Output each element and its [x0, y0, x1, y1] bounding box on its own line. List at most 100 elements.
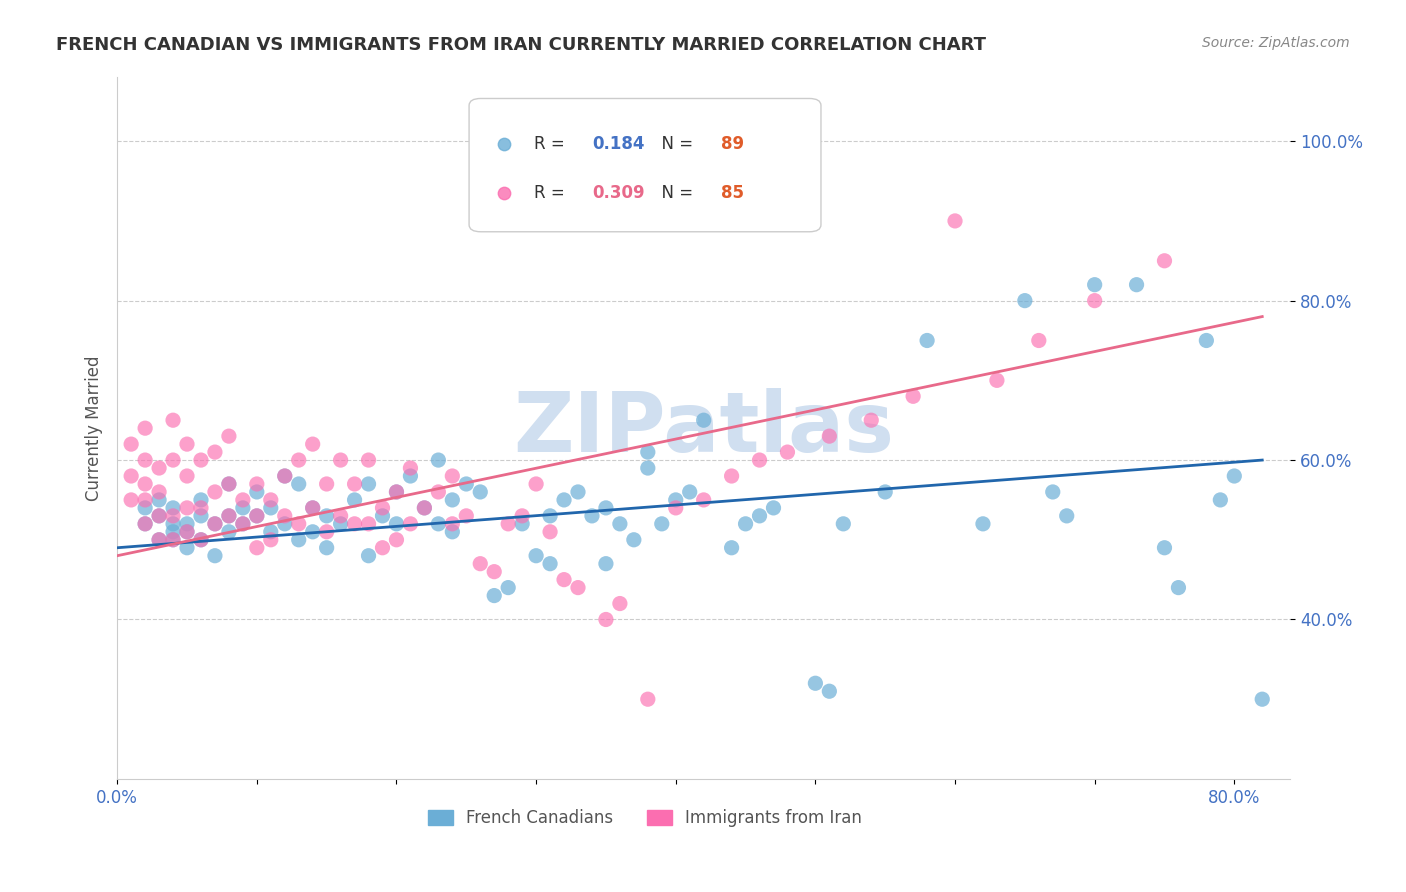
French Canadians: [538, 557, 561, 571]
Point: [567, 266, 589, 280]
French Canadians: [567, 485, 589, 500]
French Canadians: [470, 485, 492, 500]
French Canadians: [1223, 469, 1246, 483]
French Canadians: [357, 477, 380, 491]
Immigrants from Iran: [399, 461, 422, 475]
Immigrants from Iran: [176, 500, 198, 515]
Immigrants from Iran: [720, 469, 742, 483]
French Canadians: [190, 492, 212, 507]
Immigrants from Iran: [190, 533, 212, 547]
Immigrants from Iran: [260, 533, 283, 547]
Immigrants from Iran: [986, 373, 1008, 387]
Immigrants from Iran: [1084, 293, 1107, 308]
Immigrants from Iran: [329, 508, 352, 523]
Immigrants from Iran: [371, 541, 394, 555]
Immigrants from Iran: [609, 597, 631, 611]
French Canadians: [162, 533, 184, 547]
Immigrants from Iran: [343, 477, 366, 491]
French Canadians: [274, 516, 297, 531]
Immigrants from Iran: [162, 453, 184, 467]
French Canadians: [148, 508, 170, 523]
French Canadians: [385, 485, 408, 500]
French Canadians: [609, 516, 631, 531]
Immigrants from Iran: [134, 516, 156, 531]
French Canadians: [287, 477, 309, 491]
Immigrants from Iran: [246, 508, 269, 523]
French Canadians: [623, 533, 645, 547]
Immigrants from Iran: [371, 500, 394, 515]
Immigrants from Iran: [357, 516, 380, 531]
French Canadians: [246, 508, 269, 523]
Text: ZIPatlas: ZIPatlas: [513, 388, 894, 468]
Immigrants from Iran: [218, 429, 240, 443]
Immigrants from Iran: [595, 612, 617, 626]
French Canadians: [260, 524, 283, 539]
Immigrants from Iran: [162, 533, 184, 547]
Immigrants from Iran: [385, 533, 408, 547]
Text: Source: ZipAtlas.com: Source: ZipAtlas.com: [1202, 36, 1350, 50]
French Canadians: [315, 508, 337, 523]
French Canadians: [190, 533, 212, 547]
Immigrants from Iran: [301, 437, 323, 451]
Immigrants from Iran: [860, 413, 883, 427]
French Canadians: [762, 500, 785, 515]
Immigrants from Iran: [232, 516, 254, 531]
French Canadians: [484, 589, 506, 603]
French Canadians: [274, 469, 297, 483]
French Canadians: [176, 524, 198, 539]
Immigrants from Iran: [524, 477, 547, 491]
French Canadians: [162, 516, 184, 531]
French Canadians: [524, 549, 547, 563]
Legend: French Canadians, Immigrants from Iran: French Canadians, Immigrants from Iran: [422, 803, 869, 834]
French Canadians: [734, 516, 756, 531]
Immigrants from Iran: [1153, 253, 1175, 268]
French Canadians: [720, 541, 742, 555]
Immigrants from Iran: [287, 453, 309, 467]
French Canadians: [301, 500, 323, 515]
French Canadians: [581, 508, 603, 523]
French Canadians: [427, 453, 450, 467]
Immigrants from Iran: [120, 469, 142, 483]
French Canadians: [1153, 541, 1175, 555]
Immigrants from Iran: [637, 692, 659, 706]
Immigrants from Iran: [301, 500, 323, 515]
French Canadians: [134, 500, 156, 515]
Immigrants from Iran: [553, 573, 575, 587]
French Canadians: [510, 516, 533, 531]
French Canadians: [218, 524, 240, 539]
Text: N =: N =: [651, 135, 699, 153]
French Canadians: [1084, 277, 1107, 292]
French Canadians: [246, 485, 269, 500]
Immigrants from Iran: [148, 508, 170, 523]
Immigrants from Iran: [246, 541, 269, 555]
French Canadians: [301, 524, 323, 539]
Immigrants from Iran: [148, 533, 170, 547]
French Canadians: [595, 557, 617, 571]
French Canadians: [413, 500, 436, 515]
French Canadians: [748, 508, 770, 523]
Point: [567, 210, 589, 224]
Immigrants from Iran: [315, 477, 337, 491]
FancyBboxPatch shape: [470, 98, 821, 232]
French Canadians: [204, 516, 226, 531]
French Canadians: [595, 500, 617, 515]
French Canadians: [1014, 293, 1036, 308]
Immigrants from Iran: [176, 524, 198, 539]
Immigrants from Iran: [162, 508, 184, 523]
Immigrants from Iran: [665, 500, 688, 515]
Y-axis label: Currently Married: Currently Married: [86, 355, 103, 501]
French Canadians: [875, 485, 897, 500]
French Canadians: [441, 492, 464, 507]
French Canadians: [343, 492, 366, 507]
Immigrants from Iran: [204, 516, 226, 531]
Immigrants from Iran: [441, 469, 464, 483]
French Canadians: [176, 516, 198, 531]
Immigrants from Iran: [776, 445, 799, 459]
Immigrants from Iran: [134, 421, 156, 435]
Immigrants from Iran: [329, 453, 352, 467]
Immigrants from Iran: [162, 413, 184, 427]
French Canadians: [162, 524, 184, 539]
French Canadians: [651, 516, 673, 531]
French Canadians: [329, 516, 352, 531]
French Canadians: [441, 524, 464, 539]
